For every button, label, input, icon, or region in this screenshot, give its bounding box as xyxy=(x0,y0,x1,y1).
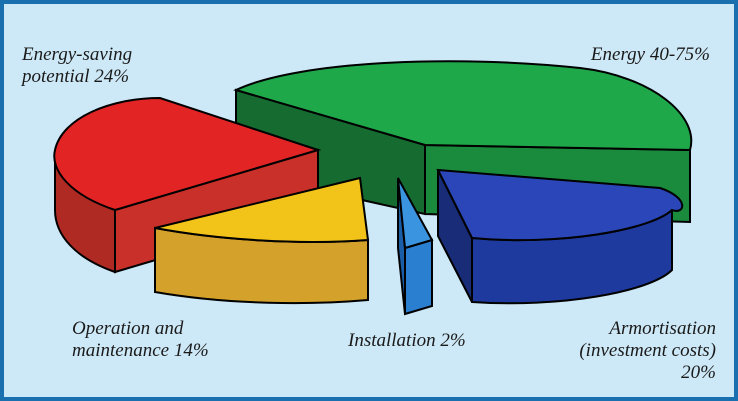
label-operation-maintenance: Operation and maintenance 14% xyxy=(72,318,209,361)
slice-operation-maintenance xyxy=(154,176,370,305)
label-energy-saving: Energy-saving potential 24% xyxy=(22,44,133,87)
label-energy: Energy 40-75% xyxy=(590,44,710,65)
label-installation: Installation 2% xyxy=(348,330,466,351)
label-armortisation: Armortisation (investment costs) 20% xyxy=(579,318,716,383)
slice-installation xyxy=(397,177,434,316)
slice-armortisation xyxy=(436,168,684,305)
